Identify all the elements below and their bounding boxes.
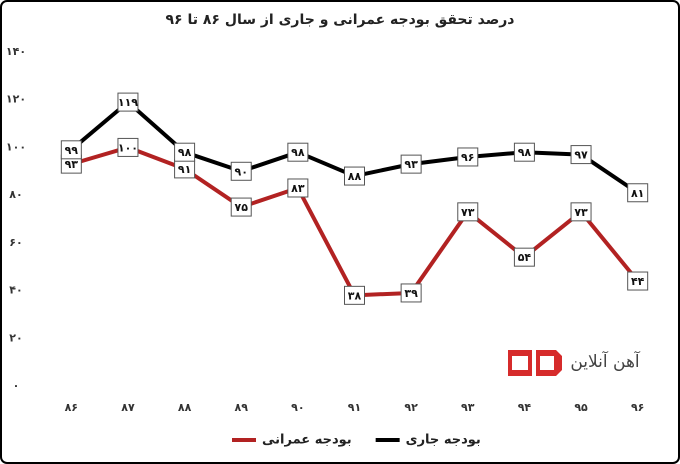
x-tick-label: ۸۷ [121,401,135,414]
value-label-box [117,92,139,112]
logo-shape [536,350,562,376]
value-label: ۳۹ [404,287,418,300]
value-label: ۹۳ [65,158,79,171]
value-label-box [513,142,535,162]
value-label: ۷۳ [461,206,475,219]
value-label: ۷۵ [235,201,249,214]
value-label: ۱۰۰ [118,141,138,154]
value-label: ۸۳ [291,182,305,195]
value-label: ۱۱۹ [118,96,138,109]
value-label-box [457,202,479,222]
x-tick-label: ۹۲ [404,401,418,414]
value-label-box [513,247,535,267]
value-label: ۹۸ [291,146,305,159]
value-label-box [60,140,82,160]
value-label-box [570,202,592,222]
value-label: ۴۴ [631,275,645,288]
value-label: ۹۹ [65,144,79,157]
value-label-box [287,142,309,162]
value-label-box [400,283,422,303]
value-label: ۹۳ [404,158,418,171]
value-label-box [174,142,196,162]
value-label: ۹۶ [461,151,474,164]
y-tick-label: ۶۰ [9,236,22,249]
y-tick-label: ۱۴۰ [6,45,26,58]
x-tick-label: ۸۹ [235,401,249,414]
value-label: ۸۱ [631,187,644,200]
value-label: ۹۷ [574,149,588,162]
chart-title: درصد تحقق بودجه عمرانی و جاری از سال ۸۶ … [166,12,515,28]
value-label: ۷۳ [574,206,588,219]
value-label-box [627,183,649,203]
value-label: ۹۰ [235,165,248,178]
y-tick-label: ۸۰ [9,188,22,201]
y-tick-label: ۱۲۰ [6,93,26,106]
x-tick-label: ۹۶ [631,401,644,414]
value-label-box [457,147,479,167]
value-label-box [344,166,365,186]
y-tick-label: ۱۰۰ [6,140,26,153]
logo-shape [508,350,532,376]
legend-label: بودجه جاری [406,433,481,448]
logo: آهن آنلاین [508,350,641,376]
value-label: ۹۱ [178,163,191,176]
x-tick-label: ۸۶ [65,401,78,414]
legend-label: بودجه عمرانی [262,433,352,448]
value-label-box [627,271,649,291]
value-label: ۸۸ [348,170,362,183]
value-label: ۳۸ [348,289,362,302]
value-label-box [230,197,252,217]
value-label: ۹۸ [518,146,532,159]
value-label-box [230,161,252,181]
value-label-box [400,154,422,174]
value-label-box [287,178,309,198]
value-label-box [117,137,139,157]
value-label-box [570,145,592,165]
y-tick-label: ۲۰ [9,331,22,344]
x-tick-label: ۹۱ [348,401,361,414]
value-label-box [344,285,365,305]
value-label: ۹۸ [178,146,192,159]
value-label: ۵۴ [518,251,532,264]
x-tick-label: ۹۳ [461,401,475,414]
y-tick-label: ۴۰ [9,284,22,297]
y-tick-label: ۰ [13,379,20,392]
watermark: آهن آنلاین [570,350,641,372]
x-tick-label: ۸۸ [178,401,192,414]
x-tick-label: ۹۰ [291,401,304,414]
x-tick-label: ۹۵ [574,401,588,414]
x-tick-label: ۹۴ [518,401,532,414]
